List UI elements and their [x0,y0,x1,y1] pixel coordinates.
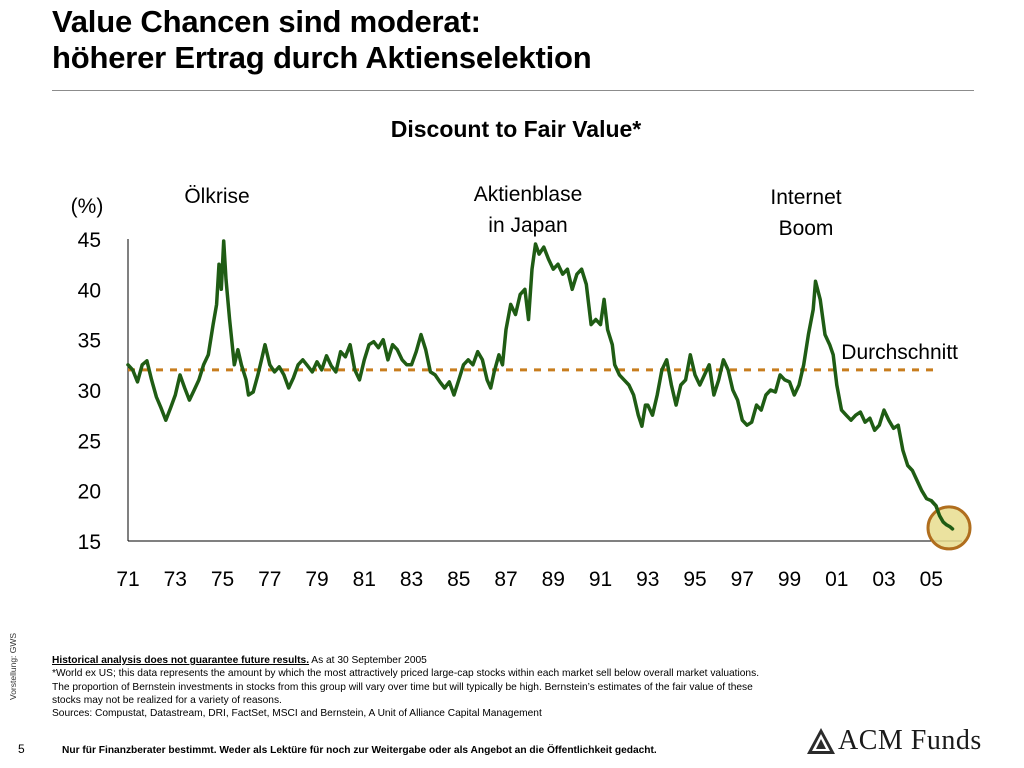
y-tick-label: 25 [78,430,101,453]
y-tick-label: 45 [78,229,101,252]
y-tick-label: 40 [78,279,101,302]
discount-series-line [126,239,955,531]
x-tick-label: 85 [447,568,470,591]
y-tick-label: 15 [78,531,101,554]
y-tick-label: 20 [78,481,101,504]
y-axis-label: (%) [71,195,104,218]
footnote-line: *World ex US; this data represents the a… [52,668,760,680]
x-tick-label: 97 [731,568,754,591]
x-tick-label: 95 [683,568,706,591]
brand-name: ACM Funds [838,725,982,756]
x-tick-label: 83 [400,568,423,591]
footnote-heading-line: Historical analysis does not guarantee f… [52,654,872,667]
x-tick-label: 73 [164,568,187,591]
footnotes: Historical analysis does not guarantee f… [52,654,872,720]
annotation-aktienblase: in Japan [488,214,567,237]
x-tick-label: 87 [494,568,517,591]
footnote-heading: Historical analysis does not guarantee f… [52,655,310,666]
x-tick-label: 03 [872,568,895,591]
x-tick-label: 01 [825,568,848,591]
footnote-date: As at 30 September 2005 [309,655,427,666]
side-label: Vorstellung: GWS [8,632,18,700]
y-tick-label: 30 [78,380,101,403]
annotation-aktienblase: Aktienblase [474,183,583,206]
x-tick-label: 89 [542,568,565,591]
discount-series-tail [929,498,955,531]
chart-title: Discount to Fair Value* [390,116,642,142]
y-tick-label: 35 [78,330,101,353]
discount-chart: 45 40 35 30 25 20 15 (%) 71 73 75 77 79 81 83 85 87 89 91 9… [71,183,972,591]
annotation-oelkrise: Ölkrise [184,185,249,208]
x-tick-label: 99 [778,568,801,591]
x-tick-label: 93 [636,568,659,591]
acm-funds-logo: ACM Funds [806,724,981,758]
page-number: 5 [18,742,25,756]
footnote-sources: Sources: Compustat, Datastream, DRI, Fac… [52,708,542,720]
average-label: Durchschnitt [841,341,958,364]
slide-title-line-2: höherer Ertrag durch Aktienselektion [52,40,592,75]
disclaimer: Nur für Finanzberater bestimmt. Weder al… [62,745,657,756]
annotation-internet: Internet [770,186,841,209]
slide-title-line-1: Value Chancen sind moderat: [52,4,481,39]
footnote-line: stocks may not be realized for a variety… [52,694,282,706]
annotation-internet: Boom [779,217,834,240]
x-tick-label: 91 [589,568,612,591]
x-tick-label: 81 [353,568,376,591]
title-divider [52,90,974,91]
x-tick-label: 75 [211,568,234,591]
footnote-line: The proportion of Bernstein investments … [52,681,753,693]
slide-title: Value Chancen sind moderat: höherer Ertr… [52,4,972,76]
x-tick-label: 71 [116,568,139,591]
x-tick-label: 79 [305,568,328,591]
x-tick-label: 77 [258,568,281,591]
x-tick-label: 05 [920,568,943,591]
mountain-logo-icon [807,728,835,754]
